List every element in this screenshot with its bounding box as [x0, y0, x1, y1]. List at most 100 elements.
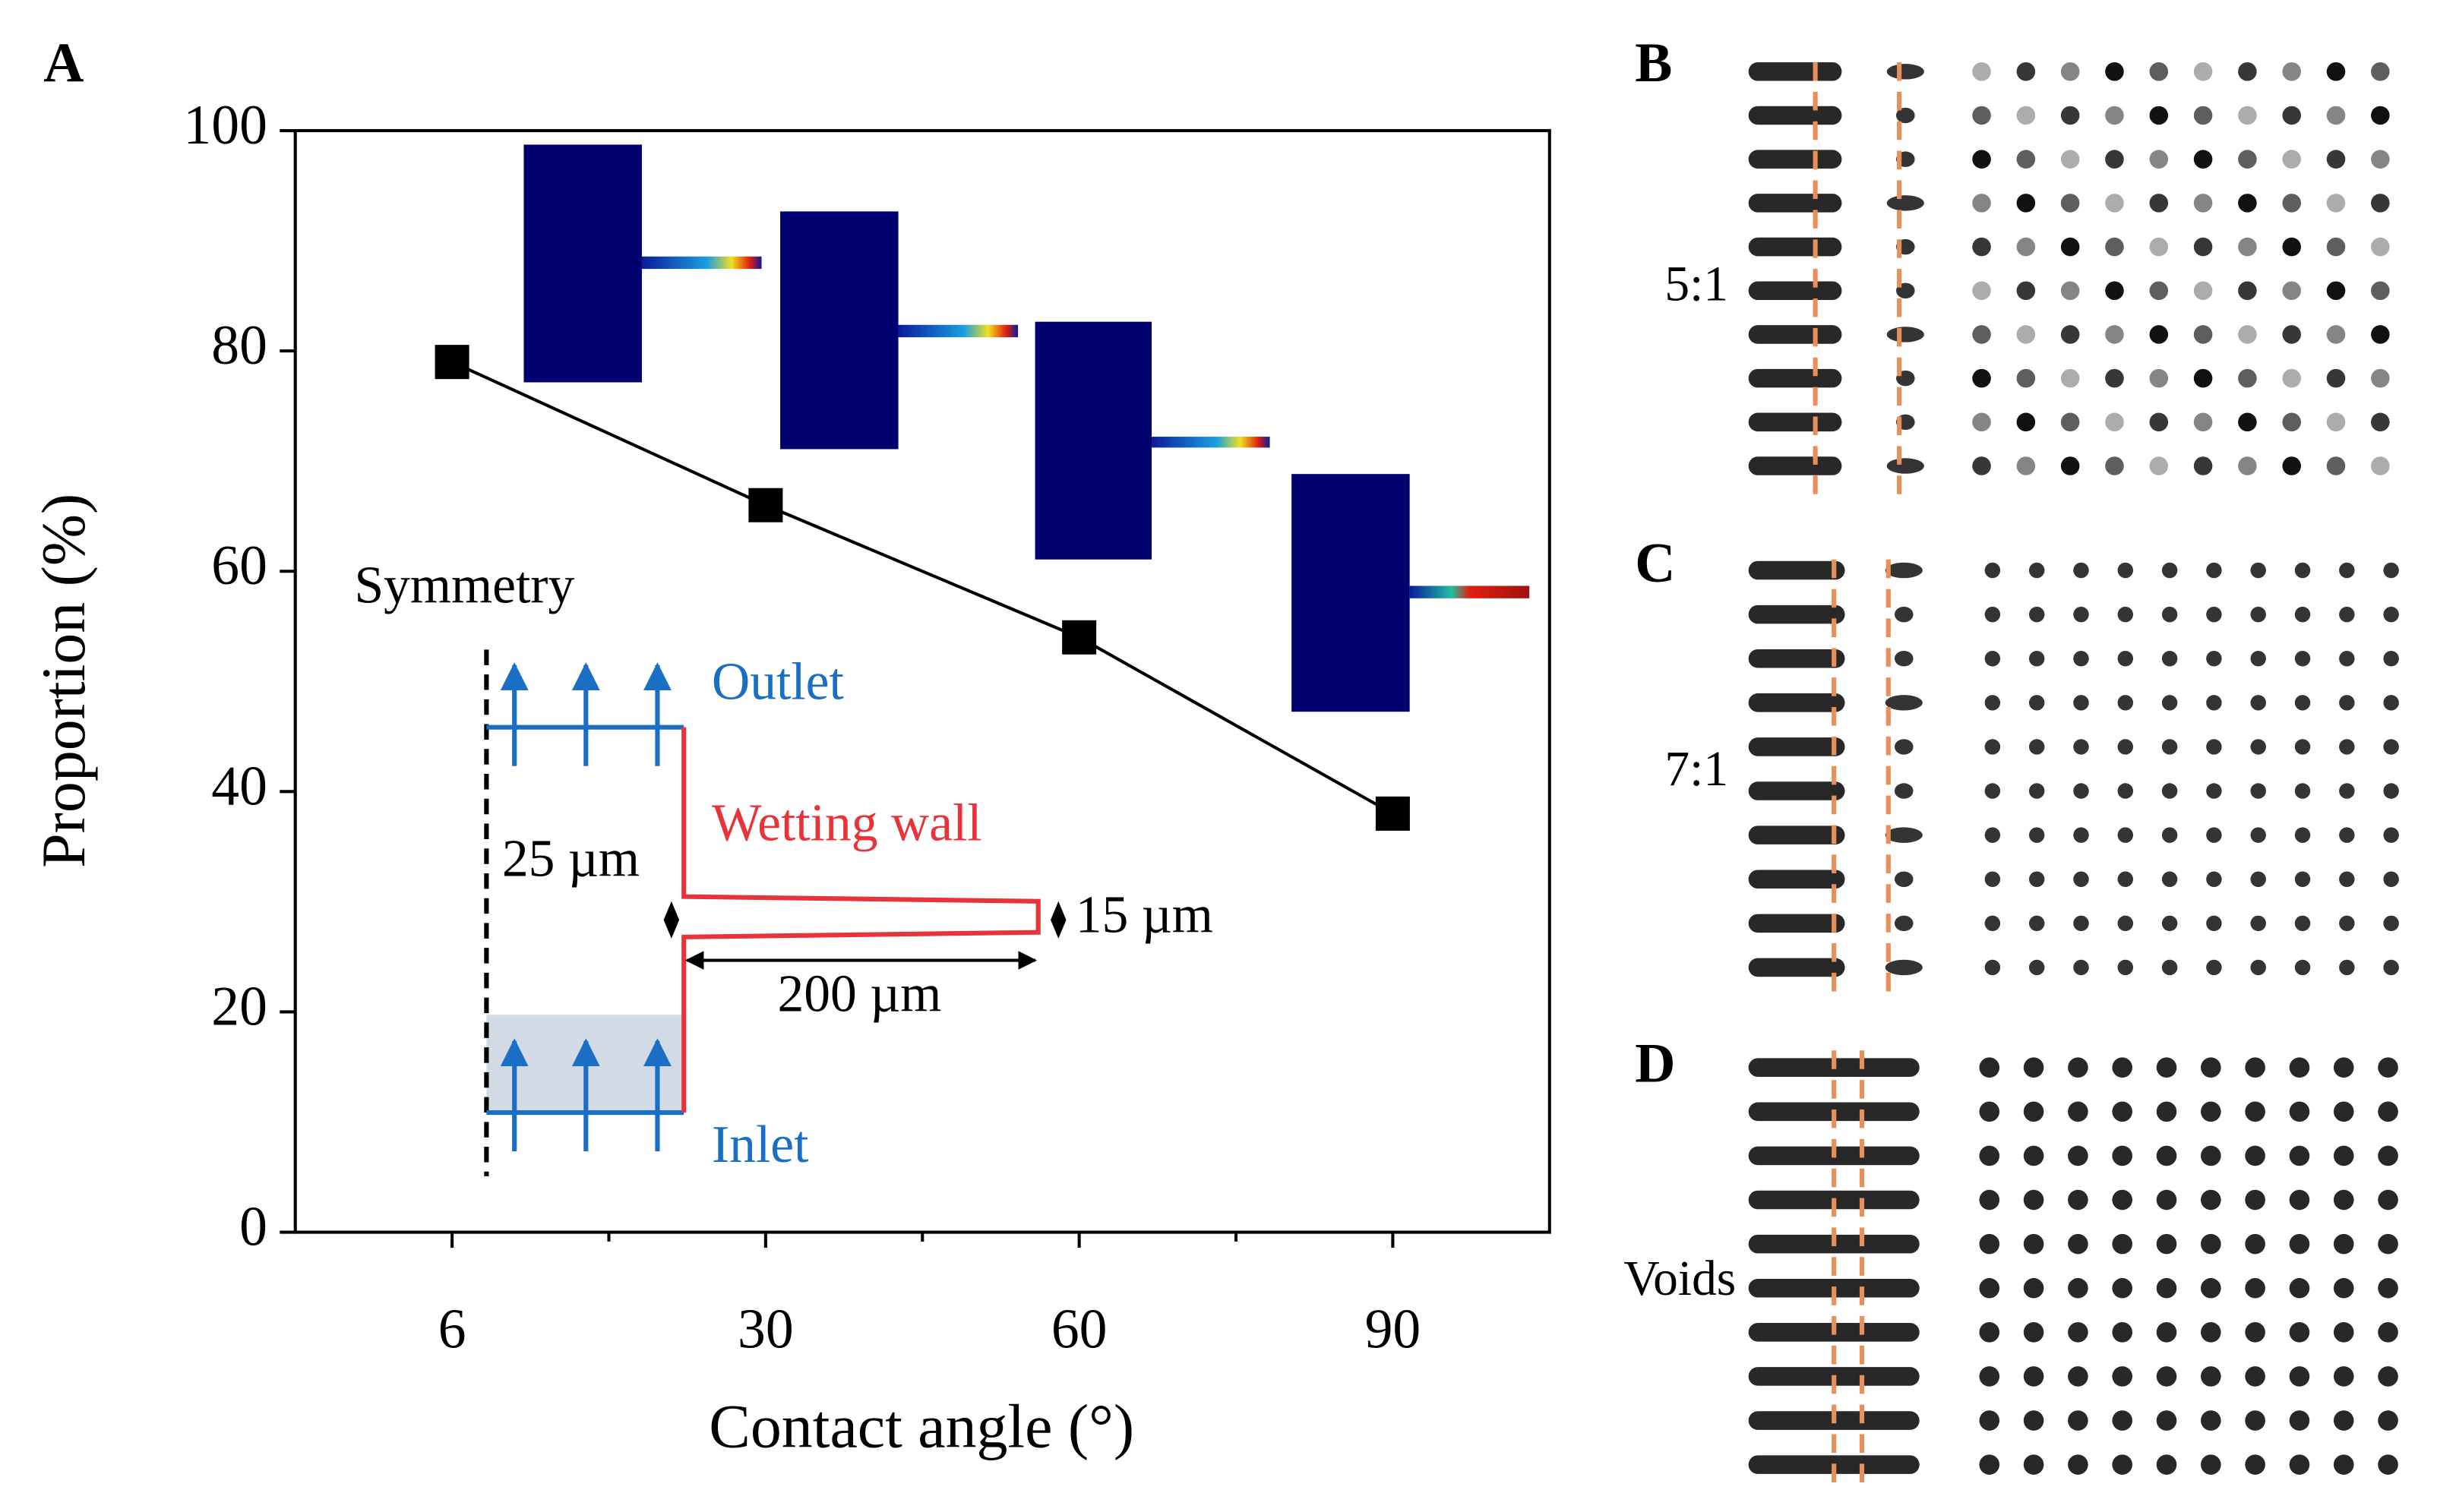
droplet [2156, 1233, 2177, 1255]
ratio-label: 7:1 [1664, 742, 1728, 797]
droplet [2333, 1366, 2354, 1387]
droplet [2060, 368, 2080, 388]
droplet [2201, 1145, 2221, 1166]
droplet [2245, 1057, 2265, 1078]
droplet [2161, 562, 2178, 579]
droplet [2028, 871, 2045, 887]
droplet [2060, 150, 2080, 169]
droplet [2245, 1277, 2265, 1299]
droplet [2383, 695, 2399, 711]
droplet [2339, 650, 2355, 667]
droplet [2060, 412, 2080, 432]
droplet [2105, 106, 2124, 125]
droplet [2282, 194, 2301, 213]
droplet [2156, 1057, 2177, 1078]
y-axis-label: Proportion (%) [29, 494, 98, 868]
droplet [1972, 62, 1991, 81]
droplet [2326, 456, 2346, 475]
droplet [2161, 606, 2178, 623]
droplet [2193, 412, 2213, 432]
streak [1894, 739, 1914, 755]
droplet [1979, 1101, 2000, 1122]
droplet [2149, 237, 2169, 257]
droplet [2073, 827, 2089, 843]
droplet [2117, 606, 2134, 623]
droplet [2326, 106, 2346, 125]
droplet [2378, 1145, 2398, 1166]
droplet [2238, 62, 2257, 81]
droplet [2339, 606, 2355, 623]
droplet [2068, 1454, 2088, 1475]
streak [1894, 606, 1914, 623]
droplet [2250, 959, 2266, 976]
droplet [2023, 1410, 2044, 1431]
droplet [2371, 325, 2390, 344]
droplet [2206, 827, 2222, 843]
inset [1035, 321, 1152, 560]
droplet [2149, 412, 2169, 432]
droplet [2060, 281, 2080, 301]
droplet [2371, 62, 2390, 81]
droplet [2282, 237, 2301, 257]
y-tick-label: 20 [211, 974, 267, 1037]
droplet [2060, 62, 2080, 81]
droplet [2339, 695, 2355, 711]
droplet [2238, 150, 2257, 169]
droplet [2112, 1410, 2132, 1431]
streak [1748, 150, 1842, 169]
droplet [2339, 827, 2355, 843]
droplet [2294, 650, 2311, 667]
x-tick-label: 30 [738, 1298, 794, 1360]
droplet [1979, 1057, 2000, 1078]
droplet [2201, 1233, 2221, 1255]
streak [1894, 650, 1914, 667]
droplet [2149, 325, 2169, 344]
droplet [2289, 1101, 2310, 1122]
droplet [2289, 1454, 2310, 1475]
droplet [2333, 1101, 2354, 1122]
streak [1894, 783, 1914, 799]
droplet [2294, 783, 2311, 799]
inset [1409, 586, 1530, 598]
streak [1748, 106, 1842, 125]
panel-label: C [1635, 532, 1675, 594]
droplet [1972, 412, 1991, 432]
droplet [2339, 739, 2355, 755]
droplet [2339, 783, 2355, 799]
droplet [2028, 959, 2045, 976]
droplet [2282, 281, 2301, 301]
droplet [2193, 194, 2213, 213]
droplet [2112, 1277, 2132, 1299]
data-line [451, 360, 1394, 816]
inset [641, 256, 762, 270]
droplet [2193, 106, 2213, 125]
droplet [2339, 915, 2355, 932]
droplet [2193, 150, 2213, 169]
droplet [2282, 106, 2301, 125]
droplet [2149, 106, 2169, 125]
droplet [1984, 871, 2001, 887]
streak [1885, 695, 1923, 711]
droplet [2068, 1277, 2088, 1299]
droplet [2073, 915, 2089, 932]
droplet [2016, 106, 2036, 125]
droplet [2023, 1366, 2044, 1387]
droplet [2245, 1366, 2265, 1387]
droplet [2193, 62, 2213, 81]
droplet [2201, 1277, 2221, 1299]
droplet [2105, 456, 2124, 475]
droplet [2112, 1189, 2132, 1211]
droplet [2383, 959, 2399, 976]
droplet [1972, 237, 1991, 257]
droplet [2016, 62, 2036, 81]
streak [1748, 62, 1842, 81]
inset [1291, 474, 1410, 712]
droplet [2112, 1057, 2132, 1078]
droplet [1979, 1277, 2000, 1299]
droplet [1972, 194, 1991, 213]
droplet [1979, 1145, 2000, 1166]
droplet [2068, 1366, 2088, 1387]
droplet [1984, 827, 2001, 843]
droplet [2149, 150, 2169, 169]
